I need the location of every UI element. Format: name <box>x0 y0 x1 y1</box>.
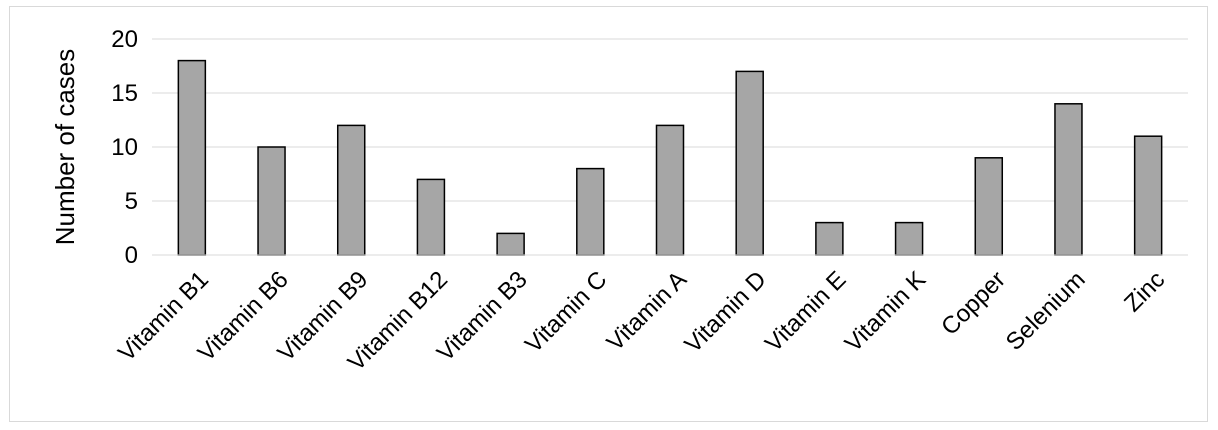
x-tick-label: Vitamin K <box>840 266 931 357</box>
bar <box>816 223 843 255</box>
bar <box>497 233 524 255</box>
y-tick-label: 5 <box>125 188 138 215</box>
y-tick-label: 15 <box>111 80 138 107</box>
bar <box>736 71 763 255</box>
x-tick-label: Zinc <box>1119 266 1170 317</box>
y-tick-label: 10 <box>111 134 138 161</box>
x-tick-label: Vitamin E <box>760 266 851 357</box>
x-tick-label: Vitamin A <box>602 266 692 356</box>
x-tick-label: Selenium <box>1001 266 1091 356</box>
x-tick-label: Vitamin D <box>679 266 771 358</box>
y-tick-label: 20 <box>111 26 138 53</box>
bar <box>975 158 1002 255</box>
bar <box>338 125 365 255</box>
bar <box>657 125 684 255</box>
bar <box>178 61 205 255</box>
y-tick-label: 0 <box>125 242 138 269</box>
bar <box>1135 136 1162 255</box>
x-tick-label: Copper <box>936 266 1011 341</box>
y-axis-ticks: 0 5 10 15 20 <box>111 26 138 269</box>
y-axis-label: Number of cases <box>50 49 80 246</box>
bar <box>417 179 444 255</box>
bar <box>577 169 604 255</box>
bars <box>178 61 1161 255</box>
bar <box>896 223 923 255</box>
bar <box>258 147 285 255</box>
bar <box>1055 104 1082 255</box>
x-tick-label: Vitamin C <box>520 266 612 358</box>
